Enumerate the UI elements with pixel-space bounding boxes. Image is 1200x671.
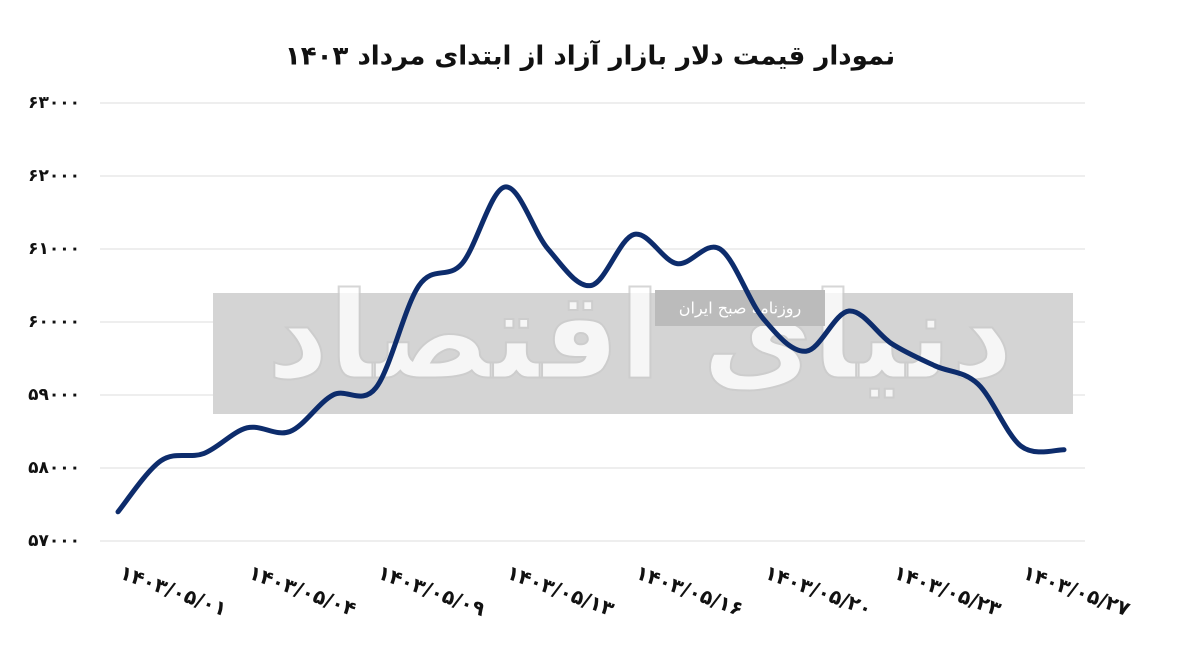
y-tick-label: ۶۱۰۰۰	[28, 239, 80, 259]
chart-title: نمودار قیمت دلار بازار آزاد از ابتدای مر…	[285, 40, 895, 72]
x-tick-label: ۱۴۰۳/۰۵/۱۳	[504, 560, 618, 621]
x-tick-label: ۱۴۰۳/۰۵/۲۳	[891, 560, 1005, 621]
line	[115, 184, 1067, 515]
x-tick-label: ۱۴۰۳/۰۵/۱۶	[633, 560, 747, 621]
watermark-tag	[655, 290, 825, 326]
x-tick-label: ۱۴۰۳/۰۵/۲۰	[762, 560, 876, 621]
x-tick-label: ۱۴۰۳/۰۵/۰۴	[246, 560, 360, 621]
y-tick-label: ۵۹۰۰۰	[28, 385, 80, 405]
x-tick-label: ۱۴۰۳/۰۵/۲۷	[1020, 560, 1134, 621]
y-tick-label: ۶۳۰۰۰	[28, 93, 80, 113]
y-tick-label: ۵۸۰۰۰	[28, 458, 80, 478]
y-tick-label: ۶۰۰۰۰	[28, 312, 80, 332]
x-tick-label: ۱۴۰۳/۰۵/۰۱	[117, 560, 231, 621]
watermark: دنیای اقتصاد	[267, 268, 1013, 407]
y-tick-label: ۵۷۰۰۰	[28, 531, 80, 551]
y-tick-label: ۶۲۰۰۰	[28, 166, 80, 186]
x-tick-label: ۱۴۰۳/۰۵/۰۹	[375, 560, 489, 621]
watermark-subtitle: روزنامه صبح ایران	[679, 299, 802, 319]
